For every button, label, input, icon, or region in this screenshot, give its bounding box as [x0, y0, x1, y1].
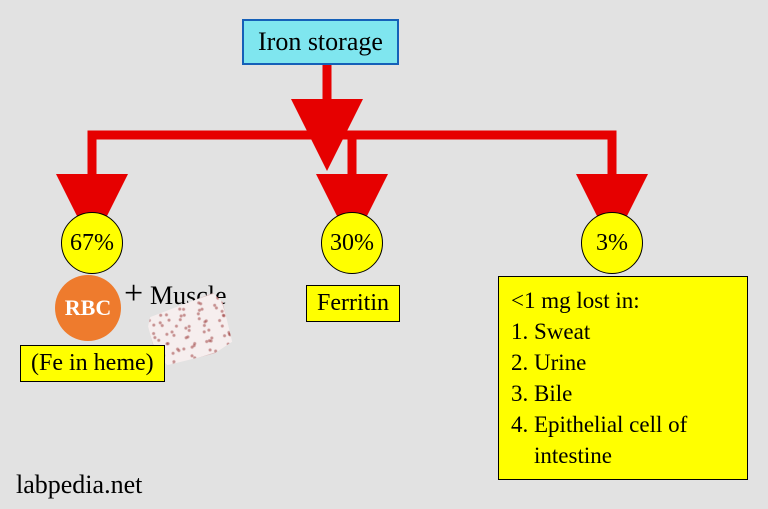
rbc-circle: RBC [55, 275, 121, 341]
loss-item-0: 1. Sweat [511, 316, 735, 347]
loss-item-1: 2. Urine [511, 347, 735, 378]
loss-item-3: 4. Epithelial cell of [511, 409, 735, 440]
percent-circle-1: 30% [321, 212, 383, 274]
heme-box: (Fe in heme) [20, 345, 165, 382]
diagram-canvas: Iron storage 67%30%3% RBC + Muscle (Fe i… [0, 0, 768, 509]
ferritin-box: Ferritin [306, 285, 400, 322]
loss-item-4: intestine [511, 440, 735, 471]
percent-circle-0: 67% [61, 212, 123, 274]
heme-text: (Fe in heme) [31, 350, 154, 376]
percent-circle-2: 3% [581, 212, 643, 274]
losses-box: <1 mg lost in: 1. Sweat2. Urine3. Bile4.… [498, 276, 748, 480]
watermark: labpedia.net [16, 470, 142, 500]
rbc-label: RBC [65, 295, 111, 321]
loss-item-2: 3. Bile [511, 378, 735, 409]
title-box: Iron storage [242, 19, 399, 65]
title-text: Iron storage [258, 27, 383, 56]
losses-heading: <1 mg lost in: [511, 285, 735, 316]
plus-sign: + [124, 275, 143, 313]
ferritin-text: Ferritin [317, 290, 389, 316]
